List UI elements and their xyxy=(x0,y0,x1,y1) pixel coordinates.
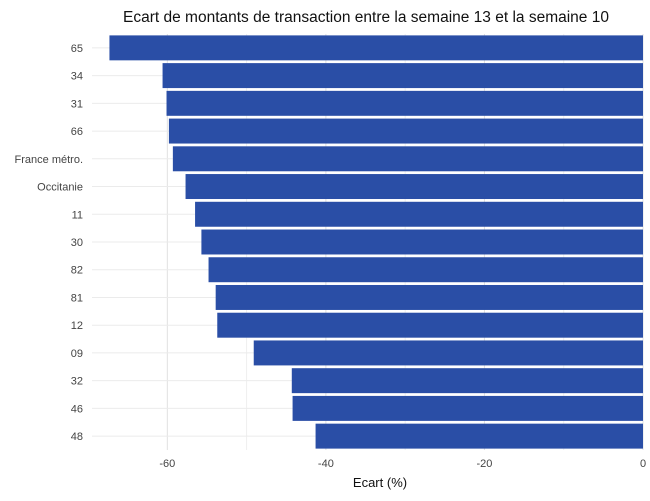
bars xyxy=(109,35,644,449)
bar-09 xyxy=(253,340,644,366)
y-tick-label: 82 xyxy=(71,265,83,277)
x-tick-label: -20 xyxy=(476,458,492,470)
y-tick-label: 66 xyxy=(71,126,83,138)
bar-11 xyxy=(195,201,643,227)
bar-46 xyxy=(292,395,643,421)
bar-occitanie xyxy=(185,174,643,200)
y-tick-label: 30 xyxy=(71,237,83,249)
bar-34 xyxy=(162,63,644,89)
y-tick-label: 11 xyxy=(72,209,83,221)
x-tick-label: -40 xyxy=(318,458,334,470)
x-tick-labels: -60 -40 -20 0 xyxy=(159,458,646,470)
bar-31 xyxy=(166,90,643,116)
y-tick-label: 34 xyxy=(71,71,83,83)
bar-65 xyxy=(109,35,644,61)
y-tick-label: 09 xyxy=(71,348,83,360)
y-tick-label: 81 xyxy=(71,292,83,304)
y-tick-label: 12 xyxy=(71,320,83,332)
bar-82 xyxy=(208,257,643,283)
y-tick-label: Occitanie xyxy=(37,182,83,194)
bar-32 xyxy=(291,368,643,394)
bar-12 xyxy=(217,312,643,338)
y-tick-label: 32 xyxy=(71,376,83,388)
y-tick-label: 48 xyxy=(71,431,83,443)
x-tick-label: 0 xyxy=(640,458,646,470)
y-tick-label: 65 xyxy=(71,43,83,55)
bar-30 xyxy=(201,229,643,255)
bar-66 xyxy=(168,118,643,144)
bar-48 xyxy=(315,423,643,449)
bar-81 xyxy=(215,284,643,310)
y-tick-label: 31 xyxy=(71,98,83,110)
bar-france-m-tro- xyxy=(172,146,643,172)
chart-title: Ecart de montants de transaction entre l… xyxy=(123,9,609,26)
y-tick-label: France métro. xyxy=(15,154,83,166)
y-tick-labels: 65 34 31 66 France métro. Occitanie 11 30 82 81 12… xyxy=(15,43,83,443)
x-axis-label: Ecart (%) xyxy=(353,475,407,490)
y-tick-label: 46 xyxy=(71,403,83,415)
x-tick-label: -60 xyxy=(159,458,175,470)
